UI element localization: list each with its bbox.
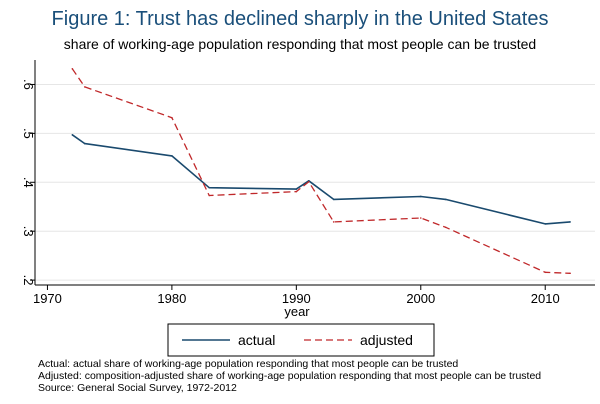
data-point-adjusted (295, 190, 298, 193)
legend-label-adjusted: adjusted (360, 332, 413, 348)
data-point-actual (208, 186, 211, 189)
plot-area (35, 60, 595, 285)
chart-subtitle: share of working-age population respondi… (63, 36, 537, 52)
note-adjusted: Adjusted: composition-adjusted share of … (38, 370, 542, 382)
data-point-adjusted (83, 86, 86, 88)
note-actual: Actual: actual share of working-age popu… (38, 358, 459, 370)
data-point-adjusted (171, 116, 173, 119)
data-point-adjusted (71, 68, 74, 70)
data-point-adjusted (544, 271, 547, 274)
data-point-actual (71, 134, 74, 136)
data-point-adjusted (332, 221, 335, 223)
y-tick-label: .6 (21, 79, 36, 90)
y-tick-label: .2 (21, 275, 36, 286)
x-tick-label: 1970 (33, 291, 62, 306)
chart-title: Figure 1: Trust has declined sharply in … (51, 8, 549, 30)
chart-notes: Actual: actual share of working-age popu… (38, 358, 598, 394)
x-tick-label: 2000 (406, 291, 435, 306)
data-point-actual (83, 142, 86, 145)
data-point-actual (544, 223, 547, 225)
data-point-actual (419, 195, 422, 198)
y-tick-label: .5 (21, 128, 36, 139)
x-tick-label: 1990 (282, 291, 311, 306)
data-point-adjusted (419, 217, 422, 219)
data-point-adjusted (208, 194, 211, 197)
data-point-adjusted (569, 272, 571, 275)
y-tick-label: .4 (21, 177, 36, 188)
legend: actual adjusted (167, 323, 435, 357)
x-tick-label: 1980 (157, 291, 186, 306)
data-point-actual (171, 155, 173, 157)
data-point-actual (332, 198, 335, 201)
data-point-actual (569, 221, 571, 223)
x-tick-label: 2010 (531, 291, 560, 306)
grid-lines (35, 83, 595, 281)
legend-label-actual: actual (238, 332, 275, 348)
data-point-adjusted (307, 180, 310, 183)
axes (34, 60, 595, 286)
x-axis-title: year (284, 304, 310, 319)
note-source: Source: General Social Survey, 1972-2012 (38, 382, 237, 394)
data-point-actual (295, 188, 298, 190)
y-tick-label: .3 (21, 226, 36, 237)
data-point-actual (444, 198, 447, 201)
ticks: .2 .3 .4 .5 .6 1970 1980 1990 2000 2010 (21, 79, 560, 306)
series (71, 68, 571, 275)
data-point-adjusted (444, 226, 447, 229)
